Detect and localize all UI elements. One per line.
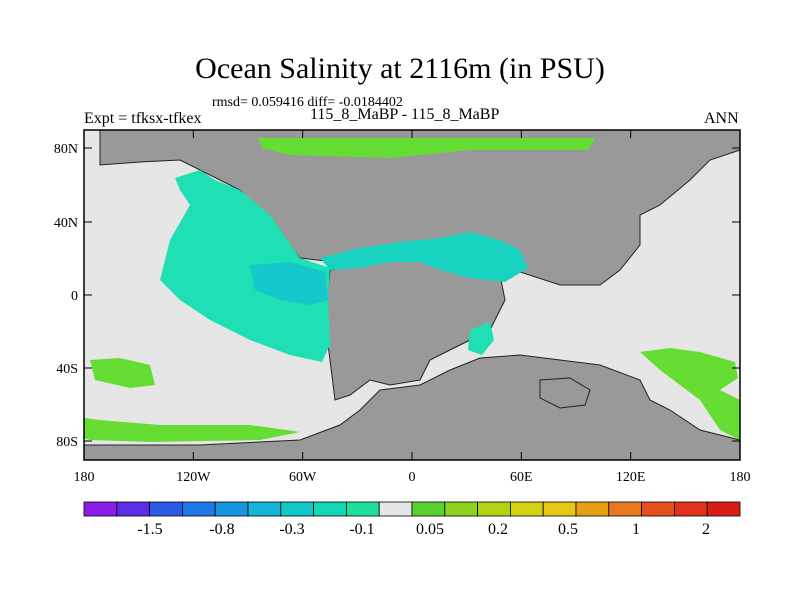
colorbar-label: 2 bbox=[702, 521, 710, 538]
lon-tick-label: 120W bbox=[176, 470, 211, 485]
lat-tick-label: 0 bbox=[71, 289, 78, 304]
stats-line: rmsd= 0.059416 diff= -0.0184402 bbox=[212, 95, 403, 110]
patch-southern-sw-green bbox=[84, 418, 300, 442]
colorbar-box bbox=[280, 501, 314, 517]
lon-tick-label: 60E bbox=[510, 470, 533, 485]
colorbar-box bbox=[247, 501, 282, 517]
colorbar-label: 0.5 bbox=[558, 521, 578, 538]
colorbar-box bbox=[214, 501, 249, 517]
colorbar-box bbox=[542, 501, 577, 517]
patch-pacific-core bbox=[250, 262, 328, 305]
colorbar-box bbox=[641, 501, 675, 517]
colorbar-box bbox=[116, 501, 151, 517]
patch-arctic-green bbox=[258, 138, 595, 158]
land-masses bbox=[83, 129, 741, 461]
colorbar: -1.5 -0.8 -0.3 -0.1 0.05 0.2 0.5 1 2 bbox=[83, 501, 741, 538]
colorbar-box bbox=[411, 501, 446, 517]
colorbar-box bbox=[181, 501, 216, 517]
land-small-east bbox=[539, 377, 591, 409]
colorbar-box bbox=[509, 501, 544, 517]
season-label: ANN bbox=[704, 110, 739, 127]
colorbar-box bbox=[706, 501, 741, 517]
patch-pacific-teal bbox=[160, 170, 330, 362]
colorbar-box bbox=[477, 501, 511, 517]
chart-title: Ocean Salinity at 2116m (in PSU) bbox=[195, 52, 605, 85]
colorbar-box bbox=[149, 501, 183, 517]
lon-tick-label: 60W bbox=[289, 470, 317, 485]
lat-tick-label: 80N bbox=[54, 142, 78, 157]
colorbar-label: 0.2 bbox=[488, 521, 508, 538]
colorbar-box bbox=[313, 501, 347, 517]
lon-tick-label: 180 bbox=[730, 470, 751, 485]
colorbar-label: -0.8 bbox=[209, 521, 234, 538]
patch-atlantic-band bbox=[320, 232, 528, 282]
lat-tick-label: 40S bbox=[56, 362, 78, 377]
colorbar-box bbox=[608, 501, 642, 517]
colorbar-label: 1 bbox=[632, 521, 640, 538]
patch-indian-teal bbox=[468, 322, 494, 355]
colorbar-box bbox=[674, 501, 708, 517]
patch-southern-east-green bbox=[640, 348, 740, 440]
lon-tick-label: 0 bbox=[409, 470, 416, 485]
colorbar-label: -1.5 bbox=[137, 521, 162, 538]
colorbar-box bbox=[444, 501, 478, 517]
colorbar-label: 0.05 bbox=[416, 521, 444, 538]
colorbar-label: -0.1 bbox=[349, 521, 374, 538]
lon-tick-label: 180 bbox=[74, 470, 95, 485]
lon-tick-label: 120E bbox=[616, 470, 646, 485]
colorbar-box bbox=[345, 501, 380, 517]
latitude-ticks: 80N 40N 0 40S 80S bbox=[54, 142, 740, 450]
patch-southern-west-green bbox=[90, 358, 155, 388]
case-label: 115_8_MaBP - 115_8_MaBP bbox=[310, 106, 500, 123]
longitude-ticks: 180 120W 60W 0 60E 120E 180 bbox=[74, 130, 751, 485]
lat-tick-label: 40N bbox=[54, 216, 78, 231]
colorbar-box bbox=[83, 501, 118, 517]
anomaly-patches bbox=[84, 138, 740, 442]
colorbar-label: -0.3 bbox=[279, 521, 304, 538]
colorbar-box bbox=[575, 501, 610, 517]
experiment-label: Expt = tfksx-tfkex bbox=[84, 110, 202, 127]
lat-tick-label: 80S bbox=[56, 435, 78, 450]
colorbar-box bbox=[378, 501, 413, 517]
